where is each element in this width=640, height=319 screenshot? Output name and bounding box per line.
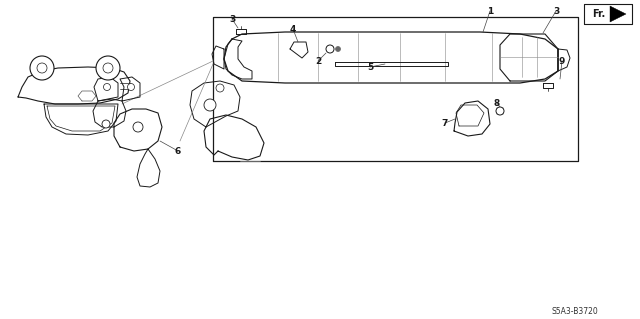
Text: 7: 7 xyxy=(442,118,448,128)
Circle shape xyxy=(204,99,216,111)
Circle shape xyxy=(496,107,504,115)
Circle shape xyxy=(127,84,134,91)
Text: 4: 4 xyxy=(290,25,296,33)
Polygon shape xyxy=(610,6,626,22)
Text: 9: 9 xyxy=(559,56,565,65)
Circle shape xyxy=(102,120,110,128)
Text: Fr.: Fr. xyxy=(593,9,605,19)
Text: 2: 2 xyxy=(315,56,321,65)
Circle shape xyxy=(104,84,111,91)
Circle shape xyxy=(335,47,340,51)
Circle shape xyxy=(326,45,334,53)
Circle shape xyxy=(216,84,224,92)
Circle shape xyxy=(133,122,143,132)
Text: 1: 1 xyxy=(487,6,493,16)
Text: S5A3-B3720: S5A3-B3720 xyxy=(552,307,598,315)
Circle shape xyxy=(103,63,113,73)
Circle shape xyxy=(96,56,120,80)
Text: 3: 3 xyxy=(229,14,235,24)
Text: 6: 6 xyxy=(175,146,181,155)
Text: 3: 3 xyxy=(553,6,559,16)
Circle shape xyxy=(37,63,47,73)
Circle shape xyxy=(30,56,54,80)
Text: 5: 5 xyxy=(367,63,373,71)
Text: 8: 8 xyxy=(494,99,500,108)
